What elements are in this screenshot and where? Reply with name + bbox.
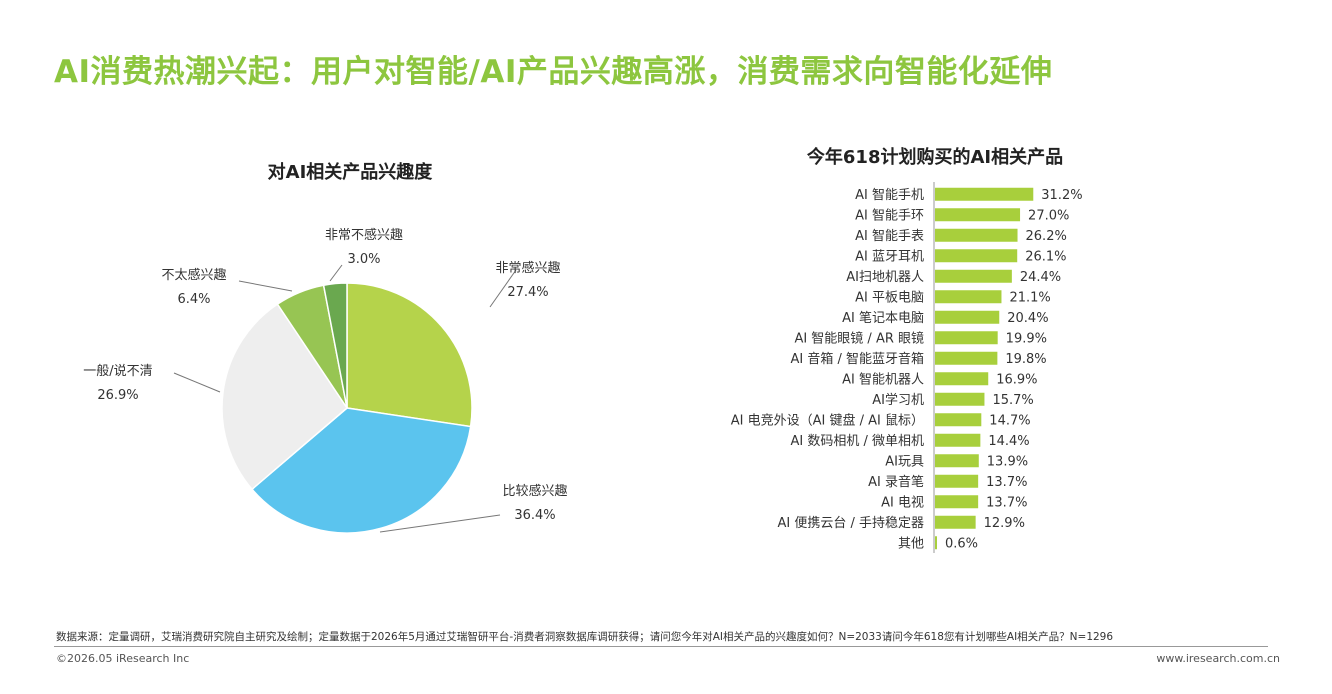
bar-value-label: 26.1% [1025, 249, 1066, 264]
bar-category-label: 其他 [898, 536, 924, 551]
pie-leader-line [379, 514, 501, 533]
pie-slice [250, 407, 472, 534]
bar-category-label: AI 数码相机 / 微单相机 [790, 434, 924, 449]
bar-category-label: AI 蓝牙耳机 [855, 249, 924, 264]
purchase-bar-chart: AI 智能手机 31.2% AI 智能手环 27.0% AI 智能手表 26.2% AI 蓝… [731, 182, 1083, 553]
bar [935, 290, 1002, 304]
bar [935, 536, 937, 550]
bar [935, 495, 979, 509]
pie-chart-title: 对AI相关产品兴趣度 [267, 162, 433, 183]
pie-leader-line [173, 372, 221, 393]
bar-value-label: 31.2% [1041, 188, 1082, 203]
bar [935, 413, 982, 427]
bar-value-label: 0.6% [945, 536, 978, 551]
bar [935, 392, 985, 406]
bar-category-label: AI 便携云台 / 手持稳定器 [777, 515, 924, 531]
pie-leader-line [238, 280, 293, 292]
pie-slice-value: 3.0% [347, 252, 380, 267]
pie-slice-label: 不太感兴趣 [161, 267, 226, 283]
bar-category-label: AI学习机 [872, 392, 924, 408]
pie-slice [322, 282, 348, 409]
bar [935, 351, 998, 365]
copyright-text: ©2026.05 iResearch Inc [56, 652, 190, 665]
bar [935, 474, 979, 488]
bar-category-label: AI 智能手表 [855, 229, 924, 244]
pie-slice-value: 36.4% [514, 508, 555, 523]
bar-category-label: AI 智能手环 [855, 208, 924, 223]
interest-pie-chart: 非常感兴趣 27.4% 比较感兴趣 36.4% 一般/说不清 26.9% 不太感兴趣 6.4%… [83, 227, 568, 534]
bar-category-label: AI 智能眼镜 / AR 眼镜 [794, 331, 924, 346]
bar [935, 372, 989, 386]
bar-category-label: AI 笔记本电脑 [842, 310, 924, 326]
bar-value-label: 21.1% [1009, 290, 1050, 305]
bar-category-label: AI 音箱 / 智能蓝牙音箱 [790, 351, 924, 367]
page-title: AI消费热潮兴起：用户对智能/AI产品兴趣高涨，消费需求向智能化延伸 [54, 54, 1053, 90]
bar-category-label: AI玩具 [885, 454, 924, 469]
bar-value-label: 13.7% [986, 475, 1027, 490]
bar [935, 228, 1018, 242]
pie-slice-label: 非常不感兴趣 [325, 227, 403, 243]
bar-value-label: 20.4% [1007, 311, 1048, 326]
bar [935, 454, 979, 468]
pie-slice-label: 一般/说不清 [83, 363, 152, 379]
bar-value-label: 24.4% [1020, 270, 1061, 285]
bar [935, 433, 981, 447]
bar-value-label: 13.7% [986, 495, 1027, 510]
pie-slice-label: 比较感兴趣 [502, 483, 567, 499]
bar-category-label: AI 平板电脑 [855, 290, 924, 305]
bar-category-label: AI扫地机器人 [846, 270, 924, 285]
bar-category-label: AI 电竞外设（AI 键盘 / AI 鼠标） [731, 412, 924, 428]
pie-slice-label: 非常感兴趣 [495, 260, 560, 276]
bar-value-label: 19.8% [1005, 352, 1046, 367]
bar-value-label: 12.9% [984, 516, 1025, 531]
bar [935, 208, 1021, 222]
pie-leader-line [329, 264, 343, 282]
pie-slice-value: 27.4% [507, 285, 548, 300]
bar [935, 269, 1012, 283]
bar [935, 187, 1034, 201]
pie-slice-value: 6.4% [177, 292, 210, 307]
bar-value-label: 14.4% [988, 434, 1029, 449]
bar-chart-title: 今年618计划购买的AI相关产品 [806, 147, 1064, 168]
bar [935, 249, 1018, 263]
bar [935, 310, 1000, 324]
bar-category-label: AI 智能机器人 [842, 372, 924, 387]
bar-category-label: AI 智能手机 [855, 188, 924, 203]
bar-value-label: 16.9% [996, 372, 1037, 387]
bar [935, 515, 976, 529]
pie-slice-value: 26.9% [97, 388, 138, 403]
bar-value-label: 15.7% [992, 393, 1033, 408]
pie-slice [346, 282, 473, 428]
bar-value-label: 26.2% [1026, 229, 1067, 244]
bar-category-label: AI 录音笔 [868, 474, 924, 490]
bar-value-label: 14.7% [989, 413, 1030, 428]
pie-leader-line [489, 269, 517, 308]
data-source-note: 数据来源：定量调研，艾瑞消费研究院自主研究及绘制；定量数据于2026年5月通过艾… [56, 631, 1114, 643]
footer-divider [54, 646, 1268, 647]
bar [935, 331, 998, 345]
bar-category-label: AI 电视 [881, 495, 924, 510]
bar-value-label: 27.0% [1028, 208, 1069, 223]
bar-value-label: 19.9% [1006, 331, 1047, 346]
website-link[interactable]: www.iresearch.com.cn [1156, 652, 1280, 665]
pie-slice [221, 303, 348, 491]
bar-value-label: 13.9% [987, 454, 1028, 469]
